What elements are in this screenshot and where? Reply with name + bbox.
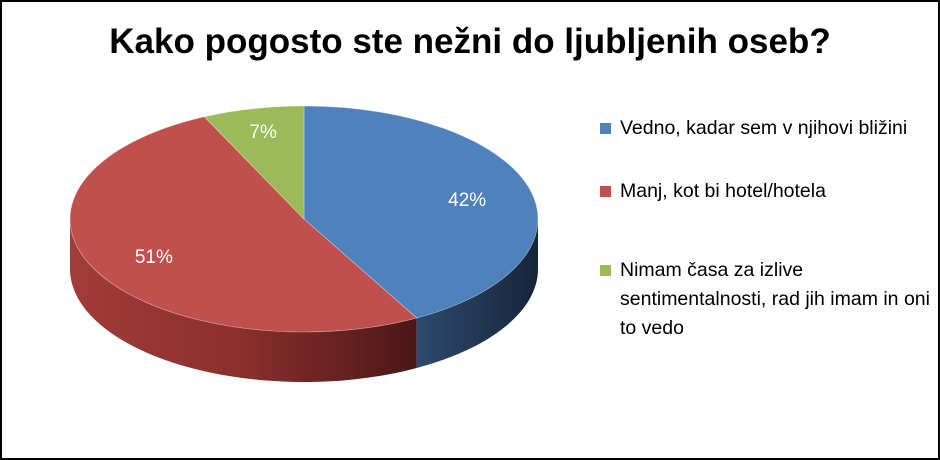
slice-vedno-side <box>416 219 538 369</box>
chart-title: Kako pogosto ste nežni do ljubljenih ose… <box>109 22 831 61</box>
legend-label: Manj, kot bi hotel/hotela <box>620 180 826 202</box>
legend: Vedno, kadar sem v njihovi bližini Manj,… <box>600 114 930 377</box>
legend-swatch-green <box>600 265 611 276</box>
legend-swatch-blue <box>600 123 611 134</box>
slice-manj <box>69 116 418 333</box>
legend-swatch-red <box>600 186 611 197</box>
legend-label: Nimam časa za izlive sentimentalnosti, r… <box>620 259 930 339</box>
slice-nimam-casa <box>203 105 305 220</box>
slice-manj-side <box>70 219 417 382</box>
legend-item-nimam-casa: Nimam časa za izlive sentimentalnosti, r… <box>600 256 930 343</box>
data-label-vedno: 42% <box>448 190 486 211</box>
legend-item-manj: Manj, kot bi hotel/hotela <box>600 177 930 206</box>
legend-label: Vedno, kadar sem v njihovi bližini <box>620 117 908 139</box>
data-label-nimam-casa: 7% <box>249 122 277 143</box>
slice-vedno <box>303 105 539 319</box>
legend-item-vedno: Vedno, kadar sem v njihovi bližini <box>600 114 930 143</box>
data-label-manj: 51% <box>135 247 173 268</box>
